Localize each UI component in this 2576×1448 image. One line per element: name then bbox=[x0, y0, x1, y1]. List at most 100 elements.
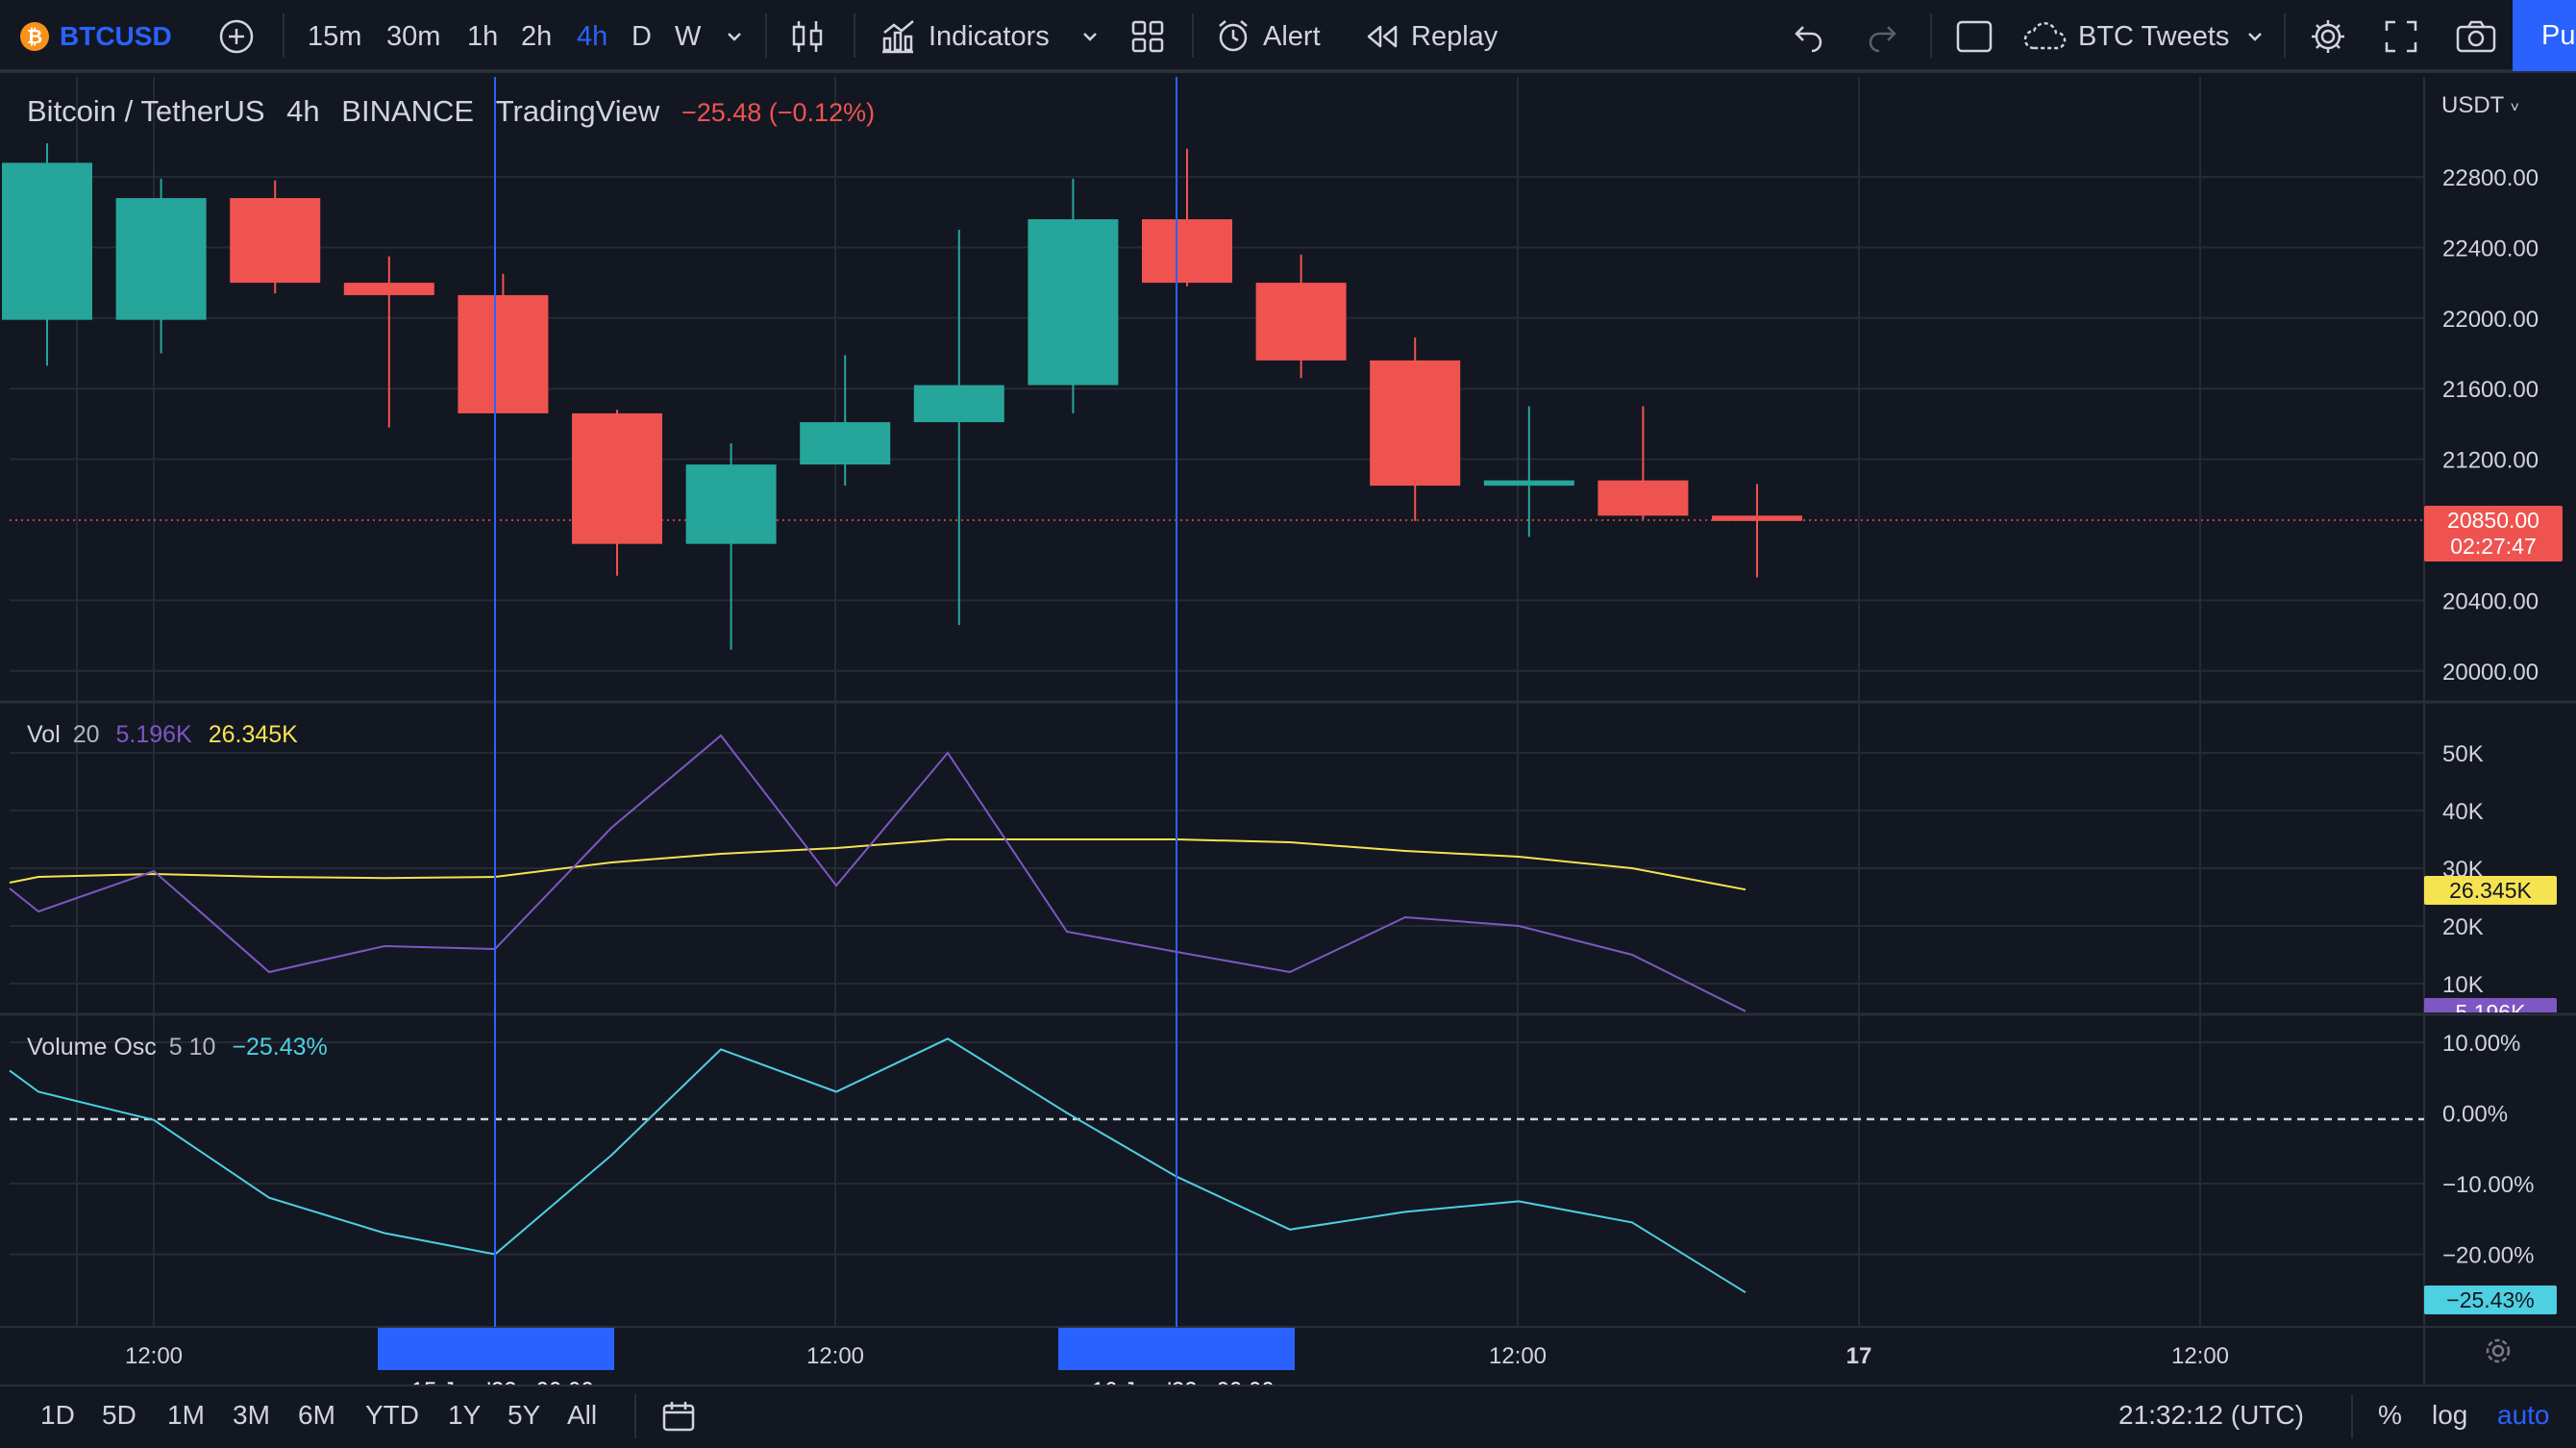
volume-tick-label: 40K bbox=[2442, 799, 2484, 825]
undo-icon bbox=[1795, 26, 1822, 53]
timeframe-w[interactable]: W bbox=[675, 21, 702, 52]
time-axis-settings-button[interactable] bbox=[2482, 1335, 2514, 1372]
candle bbox=[458, 273, 549, 413]
toolbar-divider bbox=[283, 13, 285, 58]
symbol-search[interactable]: ₿ BTCUSD bbox=[19, 0, 172, 73]
candle bbox=[1370, 337, 1461, 521]
candlestick-series bbox=[2, 143, 1802, 650]
log-toggle[interactable]: log bbox=[2432, 1400, 2468, 1430]
candle bbox=[1483, 406, 1574, 537]
price-tick-label: 21600.00 bbox=[2442, 377, 2539, 403]
range-all[interactable]: All bbox=[567, 1400, 598, 1430]
candle bbox=[1598, 406, 1689, 519]
indicators-button[interactable]: Indicators bbox=[879, 0, 1050, 73]
volume-tick-label: 10K bbox=[2442, 972, 2484, 998]
candle bbox=[343, 256, 434, 428]
clock-label[interactable]: 21:32:12 (UTC) bbox=[2118, 1400, 2304, 1430]
alert-button[interactable]: Alert bbox=[1215, 0, 1321, 73]
vol-badge-value: 5.196K bbox=[2455, 1000, 2526, 1012]
auto-toggle[interactable]: auto bbox=[2497, 1400, 2550, 1430]
timeframe-15m[interactable]: 15m bbox=[308, 21, 362, 52]
toolbar-divider bbox=[1930, 13, 1932, 58]
snapshot-button[interactable] bbox=[2455, 0, 2497, 73]
main-legend[interactable]: Bitcoin / TetherUS 4h BINANCE TradingVie… bbox=[27, 94, 875, 129]
candle bbox=[1142, 148, 1232, 287]
timeframe-30m[interactable]: 30m bbox=[386, 21, 441, 52]
chart-type-button[interactable] bbox=[790, 0, 825, 73]
timeframe-dropdown[interactable] bbox=[723, 0, 746, 73]
indicators-dropdown[interactable] bbox=[1078, 0, 1102, 73]
volume-osc-series bbox=[9, 1037, 1746, 1294]
osc-badge: −25.43% bbox=[2424, 1286, 2557, 1314]
range-5d[interactable]: 5D bbox=[102, 1400, 136, 1430]
volume-line bbox=[9, 734, 1746, 1012]
gear-icon bbox=[2486, 1338, 2511, 1363]
volume-tick-label: 50K bbox=[2442, 741, 2484, 767]
candle-body bbox=[1370, 360, 1461, 487]
bitcoin-icon: ₿ bbox=[20, 22, 49, 51]
toolbar-divider bbox=[854, 13, 855, 58]
settings-button[interactable] bbox=[2309, 0, 2347, 73]
candle-body bbox=[685, 464, 777, 544]
candles-icon bbox=[792, 21, 823, 52]
range-6m[interactable]: 6M bbox=[298, 1400, 335, 1430]
candle bbox=[1712, 484, 1802, 578]
currency-label: USDT bbox=[2441, 92, 2504, 118]
currency-selector[interactable]: USDT ˅ bbox=[2441, 92, 2519, 119]
timeframe-2h[interactable]: 2h bbox=[521, 21, 553, 52]
candle-body bbox=[1712, 515, 1802, 521]
redo-button[interactable] bbox=[1865, 0, 1899, 73]
osc-badge-value: −25.43% bbox=[2446, 1287, 2535, 1312]
price-tick-label: 22000.00 bbox=[2442, 307, 2539, 333]
range-1m[interactable]: 1M bbox=[167, 1400, 205, 1430]
timeframe-d[interactable]: D bbox=[632, 21, 652, 52]
plus-circle-icon bbox=[219, 19, 254, 54]
chart-canvas[interactable]: 22800.00 22400.00 22000.00 21600.00 21200.00… bbox=[0, 77, 2576, 1385]
layout-grid-button[interactable] bbox=[1130, 0, 1165, 73]
undo-button[interactable] bbox=[1792, 0, 1826, 73]
top-toolbar: ₿ BTCUSD 15m 30m 1h 2h 4h D W In bbox=[0, 0, 2576, 73]
osc-tick-label: −10.00% bbox=[2442, 1172, 2534, 1198]
range-3m[interactable]: 3M bbox=[233, 1400, 270, 1430]
volume-ma-line bbox=[9, 838, 1746, 891]
layout-name-button[interactable]: BTC Tweets bbox=[2022, 0, 2229, 73]
time-tick-label: 12:00 bbox=[806, 1343, 864, 1369]
range-ytd[interactable]: YTD bbox=[365, 1400, 419, 1430]
timeframe-1h[interactable]: 1h bbox=[467, 21, 499, 52]
compare-symbol-button[interactable] bbox=[217, 0, 256, 73]
goto-date-button[interactable] bbox=[661, 1400, 698, 1437]
range-1d[interactable]: 1D bbox=[40, 1400, 75, 1430]
candle-body bbox=[458, 294, 549, 413]
volume-osc-line bbox=[9, 1037, 1746, 1294]
grid-layout-icon bbox=[1131, 20, 1164, 53]
osc-legend[interactable]: Volume Osc 5 10 −25.43% bbox=[27, 1034, 328, 1061]
pair-name: Bitcoin / TetherUS bbox=[27, 94, 265, 128]
candle-body bbox=[230, 198, 321, 284]
timeframe-4h[interactable]: 4h bbox=[577, 21, 608, 52]
change-label: −25.48 (−0.12%) bbox=[681, 98, 876, 127]
candle-body bbox=[1142, 219, 1232, 284]
replay-button[interactable]: Replay bbox=[1365, 0, 1498, 73]
osc-name: Volume Osc bbox=[27, 1034, 157, 1061]
range-5y[interactable]: 5Y bbox=[508, 1400, 541, 1430]
range-1y[interactable]: 1Y bbox=[448, 1400, 482, 1430]
vol-badge: 5.196K bbox=[2424, 998, 2557, 1012]
time-tick-label: 12:00 bbox=[1489, 1343, 1547, 1369]
fullscreen-button[interactable] bbox=[2384, 0, 2418, 73]
symbol-label: BTCUSD bbox=[60, 21, 172, 51]
candle-body bbox=[115, 198, 207, 320]
percent-toggle[interactable]: % bbox=[2378, 1400, 2402, 1430]
replay-label: Replay bbox=[1411, 20, 1499, 52]
publish-button[interactable]: Pu bbox=[2513, 0, 2576, 71]
time-tick-label: 17 bbox=[1846, 1343, 1872, 1369]
chevron-down-icon bbox=[728, 33, 741, 41]
osc-params: 5 10 bbox=[168, 1034, 216, 1061]
candle-body bbox=[1255, 283, 1347, 361]
vol-name: Vol bbox=[27, 721, 61, 748]
fullscreen-chart-button[interactable] bbox=[1955, 0, 1994, 73]
layout-dropdown[interactable] bbox=[2243, 0, 2266, 73]
square-icon bbox=[1956, 20, 1993, 53]
vol-ma-value: 26.345K bbox=[208, 721, 298, 748]
price-tick-label: 22400.00 bbox=[2442, 236, 2539, 262]
volume-legend[interactable]: Vol 20 5.196K 26.345K bbox=[27, 721, 298, 749]
